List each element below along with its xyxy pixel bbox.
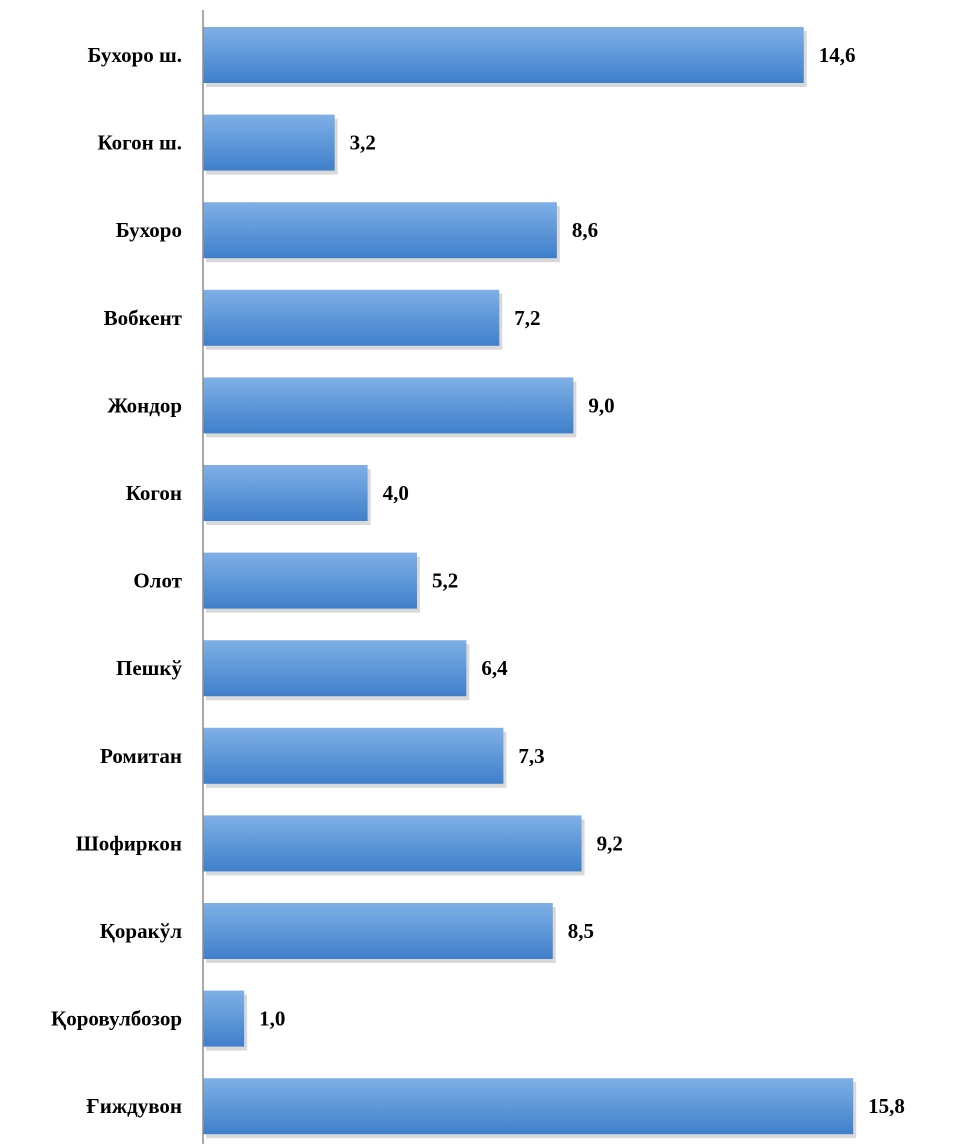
data-label: 6,4 (481, 656, 508, 680)
category-label: Олот (133, 569, 182, 593)
bar (203, 552, 417, 609)
data-label: 5,2 (432, 569, 458, 593)
category-label: Пешкў (116, 656, 182, 680)
data-label: 4,0 (383, 481, 409, 505)
category-label: Когон ш. (97, 131, 182, 155)
bars-group (203, 27, 854, 1135)
category-label: Когон (126, 481, 182, 505)
bar (203, 202, 557, 259)
bar (203, 903, 553, 959)
category-label: Бухоро (116, 218, 182, 242)
bar (203, 465, 368, 521)
bar (203, 27, 804, 83)
data-label: 15,8 (868, 1094, 905, 1118)
data-label: 3,2 (350, 131, 376, 155)
category-labels: Бухоро ш. Когон ш. Бухоро Вобкент Жондор Кого… (51, 43, 183, 1118)
bar (203, 377, 574, 434)
bar (203, 114, 335, 171)
category-label: Қоровулбозор (51, 1007, 182, 1031)
bar (203, 990, 245, 1047)
bar (203, 1078, 854, 1135)
category-label: Шофиркон (76, 831, 182, 855)
bar (203, 640, 467, 697)
category-label: Бухоро ш. (88, 43, 182, 67)
bar (203, 289, 500, 346)
bar (203, 727, 504, 784)
bar (203, 815, 582, 872)
data-label: 9,0 (588, 393, 614, 417)
data-label: 7,3 (518, 744, 544, 768)
category-label: Ғиждувон (86, 1094, 182, 1118)
category-label: Жондор (107, 393, 182, 417)
category-label: Вобкент (104, 306, 183, 330)
category-label: Қоракўл (100, 919, 183, 943)
data-label: 8,5 (568, 919, 594, 943)
data-label: 9,2 (597, 831, 623, 855)
value-labels: 14,6 3,2 8,6 7,2 9,0 4,0 5,2 6,4 7,3 9,2 8,5 1,0 15,… (259, 43, 905, 1118)
data-label: 14,6 (819, 43, 856, 67)
data-label: 1,0 (259, 1007, 285, 1031)
category-label: Ромитан (100, 744, 182, 768)
data-label: 8,6 (572, 218, 598, 242)
data-label: 7,2 (514, 306, 540, 330)
